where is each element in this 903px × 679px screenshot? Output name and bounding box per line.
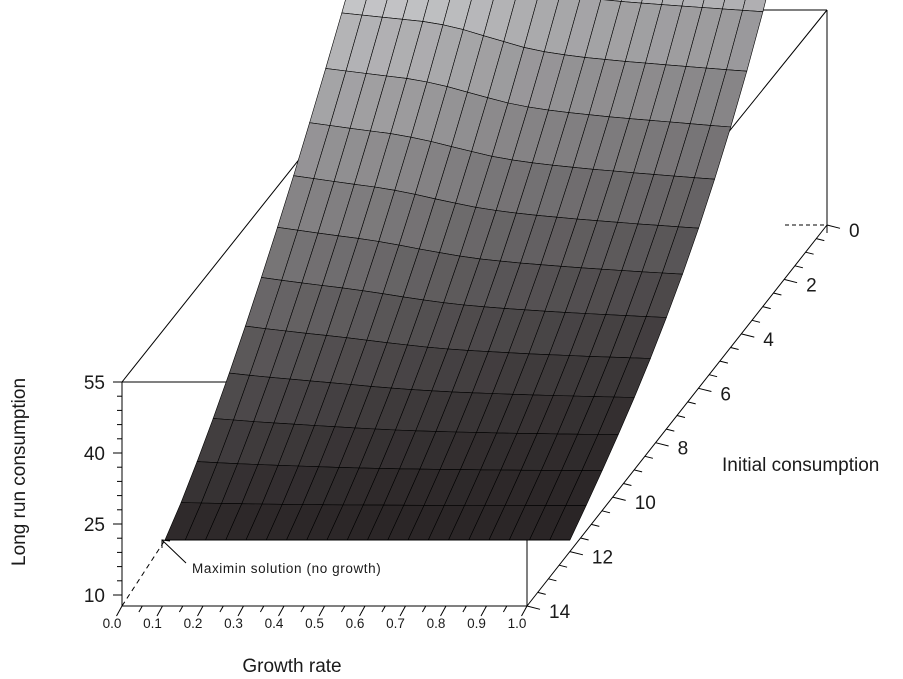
x-axis-title: Growth rate xyxy=(242,656,341,677)
x-axis-tick-label: 1.0 xyxy=(508,616,527,631)
x-axis-ticks: 0.0 0.1 0.2 0.3 0.4 0.5 0.6 0.7 0.8 0.9 1.0 xyxy=(103,605,528,631)
x-axis-tick xyxy=(462,605,467,613)
y-axis-title: Initial consumption xyxy=(722,455,879,476)
y-axis-tick xyxy=(730,347,739,350)
y-axis-tick xyxy=(558,564,568,568)
surface-mesh xyxy=(164,0,767,541)
y-axis-tick xyxy=(816,238,825,242)
y-axis-tick-label: 10 xyxy=(635,493,656,514)
y-axis-tick xyxy=(687,401,696,405)
x-axis-tick xyxy=(278,605,285,617)
y-axis-tick xyxy=(526,605,541,610)
y-axis-tick-label: 4 xyxy=(763,330,774,351)
x-axis-tick xyxy=(237,605,244,617)
y-axis-tick xyxy=(644,455,654,459)
y-axis-tick xyxy=(676,415,686,418)
x-axis-tick-label: 0.5 xyxy=(305,616,324,631)
y-axis-tick xyxy=(698,387,712,392)
y-axis-tick xyxy=(783,278,798,284)
x-axis-tick xyxy=(502,605,508,613)
y-axis-tick xyxy=(601,510,611,514)
y-axis-tick xyxy=(751,319,761,323)
x-axis-tick-label: 0.3 xyxy=(224,616,243,631)
x-axis-tick xyxy=(359,605,366,617)
x-axis-tick-label: 0.4 xyxy=(265,616,284,631)
x-axis-tick xyxy=(318,605,325,617)
y-axis-tick xyxy=(580,537,589,541)
z-axis-title: Long run consumption xyxy=(9,378,30,566)
y-axis-tick xyxy=(633,469,643,473)
y-axis-tick xyxy=(773,292,782,296)
y-axis-tick-label: 12 xyxy=(592,548,613,569)
y-axis-tick xyxy=(805,251,814,255)
z-axis-tick-label: 25 xyxy=(84,515,105,536)
y-axis-tick xyxy=(794,265,804,269)
y-axis-tick xyxy=(655,442,669,447)
x-axis-tick xyxy=(399,605,406,617)
y-axis-tick xyxy=(548,578,557,582)
x-axis-tick xyxy=(156,605,163,617)
x-axis-tick xyxy=(340,605,346,613)
y-axis-ticks: 0 2 4 6 8 10 12 14 xyxy=(526,221,860,623)
x-axis-tick-label: 0.7 xyxy=(386,616,405,631)
x-axis-tick xyxy=(259,605,265,613)
y-axis-tick xyxy=(708,374,718,378)
frame-base-dashed-diagonal xyxy=(121,539,166,607)
x-axis-tick xyxy=(197,605,204,617)
z-axis-tick-label: 10 xyxy=(84,586,105,607)
y-axis-tick xyxy=(741,333,755,338)
annotation-arrow-line xyxy=(161,539,187,564)
x-axis-tick-label: 0.2 xyxy=(184,616,203,631)
x-axis-tick xyxy=(421,605,427,613)
y-axis-tick xyxy=(537,591,546,595)
y-axis-tick-label: 2 xyxy=(806,275,817,296)
y-axis-tick xyxy=(719,360,729,364)
x-axis-tick xyxy=(116,605,123,617)
x-axis-tick xyxy=(178,605,184,613)
z-axis-ticks: 10 25 40 55 xyxy=(84,373,122,607)
y-axis-tick xyxy=(623,483,632,486)
y-axis-tick xyxy=(612,496,626,501)
y-axis-tick xyxy=(591,523,600,527)
z-axis-tick-label: 40 xyxy=(84,444,105,465)
y-axis-tick xyxy=(762,306,771,310)
x-axis-tick xyxy=(138,605,143,613)
x-axis-tick-label: 0.1 xyxy=(143,616,162,631)
x-axis-tick xyxy=(381,605,386,613)
x-axis-tick xyxy=(300,605,305,613)
y-axis-tick-label: 14 xyxy=(549,602,571,623)
x-axis-tick xyxy=(521,605,528,617)
y-axis-tick xyxy=(666,428,675,432)
y-axis-tick xyxy=(569,551,584,556)
z-axis-tick-label: 55 xyxy=(84,373,105,394)
x-axis-tick-label: 0.9 xyxy=(467,616,486,631)
x-axis-tick-label: 0.6 xyxy=(346,616,365,631)
y-axis-tick-label: 0 xyxy=(849,221,860,242)
x-axis-tick-label: 0.0 xyxy=(103,616,122,631)
x-axis-tick xyxy=(480,605,487,617)
x-axis-tick-label: 0.8 xyxy=(427,616,446,631)
y-axis-tick-label: 6 xyxy=(720,384,731,405)
annotation-maximin: Maximin solution (no growth) xyxy=(161,539,381,576)
y-axis-tick-label: 8 xyxy=(678,439,689,460)
annotation-arrow-head xyxy=(161,539,171,548)
annotation-label: Maximin solution (no growth) xyxy=(192,561,381,576)
y-axis-tick xyxy=(826,224,841,229)
x-axis-tick xyxy=(440,605,447,617)
x-axis-tick xyxy=(219,605,224,613)
